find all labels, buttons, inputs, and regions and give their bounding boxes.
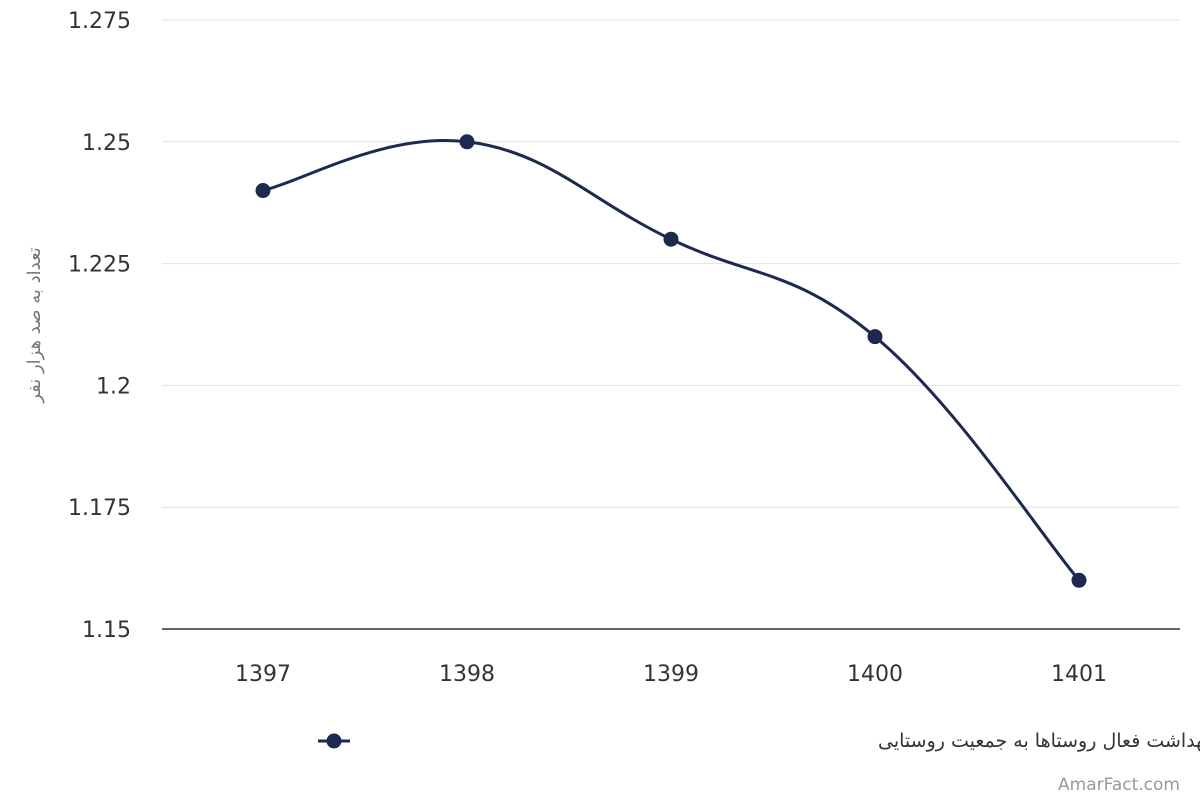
x-tick-label: 1397 xyxy=(235,662,291,687)
y-tick-label: 1.225 xyxy=(68,253,131,278)
x-axis-ticks: 1397 1398 1399 1400 1401 xyxy=(235,662,1107,687)
data-point[interactable] xyxy=(663,231,679,247)
legend-label: نسبت تعداد خانه‌های بهداشت فعال روستاها … xyxy=(878,730,1200,752)
x-tick-label: 1400 xyxy=(847,662,903,687)
x-tick-label: 1399 xyxy=(643,662,699,687)
series-layer xyxy=(255,134,1087,588)
x-tick-label: 1401 xyxy=(1051,662,1107,687)
data-point[interactable] xyxy=(459,134,475,150)
x-tick-label: 1398 xyxy=(439,662,495,687)
y-tick-label: 1.275 xyxy=(68,9,131,34)
y-tick-label: 1.2 xyxy=(96,374,131,399)
credit-text: AmarFact.com xyxy=(1058,775,1180,795)
y-axis-title: تعداد به صد هزار نفر xyxy=(24,247,45,404)
y-tick-label: 1.15 xyxy=(82,618,131,643)
y-tick-label: 1.175 xyxy=(68,496,131,521)
legend-marker-icon xyxy=(326,733,342,749)
data-point[interactable] xyxy=(1071,572,1087,588)
gridlines xyxy=(162,19,1180,630)
y-tick-label: 1.25 xyxy=(82,131,131,156)
series-line xyxy=(261,139,1081,582)
data-point[interactable] xyxy=(867,329,883,345)
data-point[interactable] xyxy=(255,183,271,199)
y-axis-ticks: 1.15 1.175 1.2 1.225 1.25 1.275 xyxy=(68,9,131,643)
legend[interactable]: نسبت تعداد خانه‌های بهداشت فعال روستاها … xyxy=(318,730,1200,752)
